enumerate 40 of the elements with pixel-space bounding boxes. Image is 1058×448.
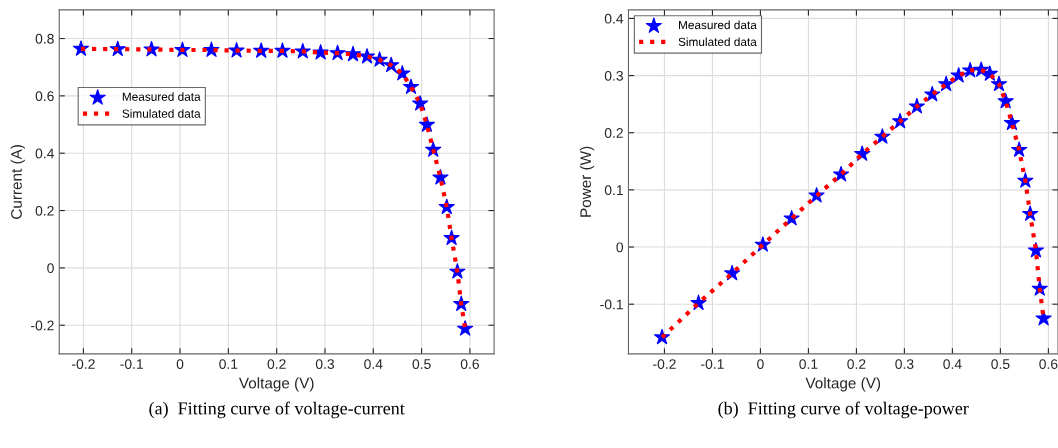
x-tick-label: 0.5 [412,359,431,369]
x-tick-label: -0.1 [701,359,724,369]
y-tick-label: 0.2 [604,128,623,138]
y-tick-label: 0.1 [604,185,623,196]
y-tick-label: -0.1 [600,299,623,310]
y-axis-title: Current (A) [10,145,25,219]
legend-label: Simulated data [678,37,757,47]
legend-label: Simulated data [122,109,201,118]
y-tick-label: 0.3 [604,70,623,81]
y-tick-label: 0.6 [35,91,54,102]
text: (b) Fitting curve of voltage-power [718,401,969,419]
x-tick-label: -0.2 [72,359,95,369]
x-tick-label: -0.2 [653,359,676,369]
x-tick-label: 0.1 [219,359,238,369]
x-tick-label: 0.5 [991,359,1010,369]
y-tick-label: 0 [47,263,54,274]
x-tick-label: 0.4 [943,359,962,369]
x-tick-label: 0.2 [847,359,866,369]
x-tick-label: 0.6 [1039,359,1058,369]
x-tick-label: 0.3 [895,359,914,369]
y-tick-label: 0.8 [35,33,54,44]
y-tick-label: 0 [616,242,624,253]
x-tick-label: 0.3 [315,359,335,369]
x-axis-title: Voltage (V) [805,377,881,392]
x-tick-label: 0 [176,359,184,369]
text: (a) Fitting curve of voltage-current [149,401,405,419]
y-tick-label: 0.4 [35,148,54,159]
x-tick-label: -0.1 [120,359,144,369]
y-tick-label: 0.4 [604,13,624,24]
x-tick-label: 0.6 [460,359,479,369]
x-axis-title: Voltage (V) [238,377,314,392]
x-tick-label: 0.1 [799,359,818,369]
y-axis-title: Power (W) [579,146,595,217]
legend-label: Measured data [679,20,757,30]
y-tick-label: -0.2 [31,320,54,331]
x-tick-label: 0.4 [364,359,383,369]
x-tick-label: 0.2 [267,359,286,369]
x-tick-label: 0 [757,359,764,369]
y-tick-label: 0.2 [35,205,54,216]
legend-label: Measured data [122,92,201,101]
